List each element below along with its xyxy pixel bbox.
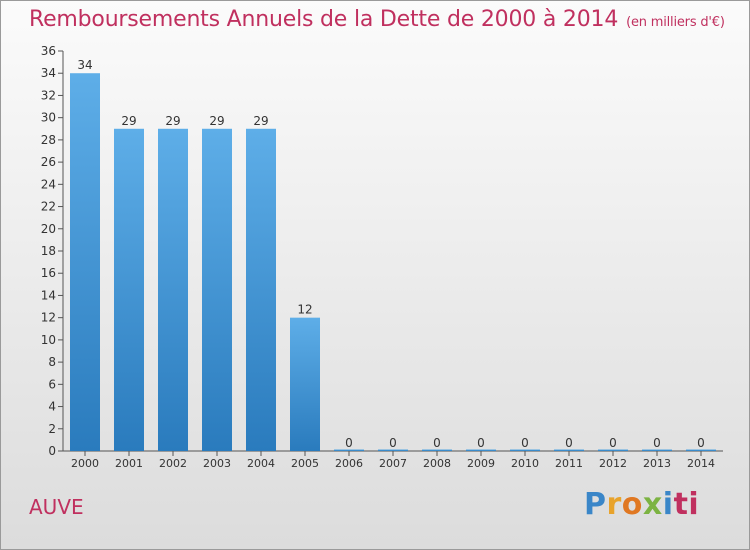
logo-letter: i — [662, 487, 674, 522]
y-tick-label: 20 — [41, 222, 56, 236]
logo-letter: r — [606, 487, 622, 522]
data-label: 29 — [209, 114, 224, 128]
title-text: Remboursements Annuels de la Dette de 20… — [29, 7, 619, 32]
y-tick-label: 6 — [48, 377, 56, 391]
x-tick-label: 2012 — [599, 457, 627, 470]
data-label: 29 — [121, 114, 136, 128]
bar — [158, 128, 188, 451]
y-tick-label: 12 — [41, 311, 56, 325]
bar — [378, 449, 408, 451]
logo-letter: P — [584, 487, 607, 522]
data-label: 0 — [653, 436, 661, 450]
x-tick-label: 2009 — [467, 457, 495, 470]
commune-name: AUVE — [29, 495, 84, 519]
logo-letter: ti — [673, 487, 700, 522]
bar — [554, 449, 584, 451]
x-tick-label: 2000 — [71, 457, 99, 470]
x-tick-label: 2002 — [159, 457, 187, 470]
bar — [70, 73, 100, 451]
y-tick-label: 24 — [41, 177, 56, 191]
bar — [246, 128, 276, 451]
y-tick-label: 26 — [41, 155, 56, 169]
data-label: 0 — [609, 436, 617, 450]
y-tick-label: 2 — [48, 422, 56, 436]
bar — [598, 449, 628, 451]
bar — [202, 128, 232, 451]
data-label: 0 — [477, 436, 485, 450]
data-label: 0 — [433, 436, 441, 450]
x-tick-label: 2013 — [643, 457, 671, 470]
y-tick-label: 8 — [48, 355, 56, 369]
data-label: 0 — [389, 436, 397, 450]
logo-letter: o — [621, 487, 643, 522]
data-label: 0 — [521, 436, 529, 450]
x-tick-label: 2008 — [423, 457, 451, 470]
x-tick-label: 2003 — [203, 457, 231, 470]
data-label: 0 — [697, 436, 705, 450]
data-label: 12 — [297, 303, 312, 317]
y-tick-label: 28 — [41, 133, 56, 147]
y-tick-label: 10 — [41, 333, 56, 347]
y-tick-label: 16 — [41, 266, 56, 280]
x-tick-label: 2001 — [115, 457, 143, 470]
x-tick-label: 2007 — [379, 457, 407, 470]
y-tick-label: 18 — [41, 244, 56, 258]
y-tick-label: 14 — [41, 288, 56, 302]
y-tick-label: 30 — [41, 111, 56, 125]
chart-title: Remboursements Annuels de la Dette de 20… — [29, 7, 725, 32]
y-tick-label: 36 — [41, 44, 56, 58]
x-tick-label: 2011 — [555, 457, 583, 470]
data-label: 29 — [253, 114, 268, 128]
bar — [334, 449, 364, 451]
unit-label: (en milliers d'€) — [626, 15, 725, 30]
x-tick-label: 2004 — [247, 457, 275, 470]
proxiti-logo: Proxiti — [584, 487, 699, 522]
x-tick-label: 2005 — [291, 457, 319, 470]
data-label: 0 — [565, 436, 573, 450]
bar — [290, 317, 320, 451]
logo-letter: x — [642, 487, 663, 522]
data-label: 29 — [165, 114, 180, 128]
x-tick-label: 2010 — [511, 457, 539, 470]
x-tick-label: 2014 — [687, 457, 715, 470]
bar — [466, 449, 496, 451]
y-tick-label: 0 — [48, 444, 56, 458]
y-tick-label: 4 — [48, 400, 56, 414]
y-tick-label: 22 — [41, 200, 56, 214]
x-axis: 2000 2001 2002 2003 2004 2005 2006 2007 2008 2009… — [63, 450, 723, 470]
bar — [642, 449, 672, 451]
data-labels: 34 29 29 29 29 12 0 0 0 0 0 0 0 0 0 — [77, 58, 704, 450]
bar — [686, 449, 716, 451]
bar — [510, 449, 540, 451]
data-label: 34 — [77, 58, 92, 72]
y-tick-label: 34 — [41, 66, 56, 80]
bar — [114, 128, 144, 451]
y-tick-label: 32 — [41, 88, 56, 102]
bars — [70, 73, 716, 451]
bar — [422, 449, 452, 451]
x-tick-label: 2006 — [335, 457, 363, 470]
data-label: 0 — [345, 436, 353, 450]
